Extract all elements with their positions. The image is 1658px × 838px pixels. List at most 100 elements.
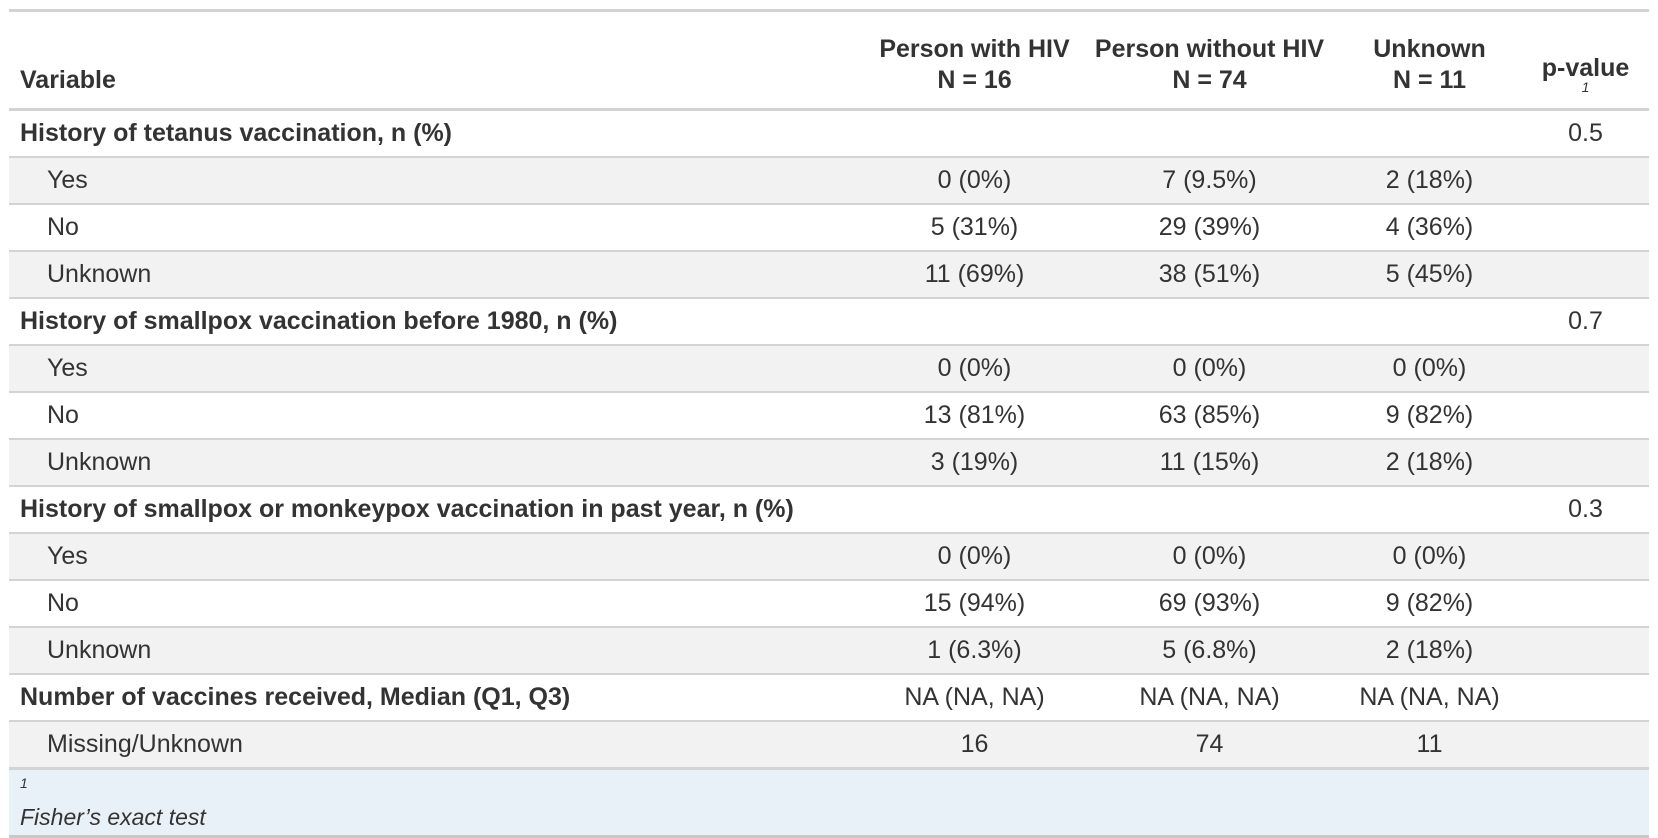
table-row: Yes 0 (0%) 0 (0%) 0 (0%) xyxy=(9,533,1649,581)
cell-unknown xyxy=(1337,109,1522,158)
cell-unknown: NA (NA, NA) xyxy=(1337,674,1522,722)
table-body: History of tetanus vaccination, n (%) 0.5… xyxy=(9,109,1649,770)
cell-p-value xyxy=(1522,533,1649,581)
table-row: Number of vaccines received, Median (Q1,… xyxy=(9,674,1649,722)
level-label: Unknown xyxy=(9,251,867,299)
cell-p-value xyxy=(1522,204,1649,252)
variable-label: Number of vaccines received, Median (Q1,… xyxy=(9,674,867,722)
table-row: History of tetanus vaccination, n (%) 0.5 xyxy=(9,109,1649,158)
cell-person-with-hiv xyxy=(867,109,1082,158)
cell-p-value: 0.5 xyxy=(1522,109,1649,158)
cell-person-without-hiv: 7 (9.5%) xyxy=(1082,157,1337,205)
level-label: Yes xyxy=(9,345,867,393)
cell-person-with-hiv: 13 (81%) xyxy=(867,392,1082,440)
variable-label: History of smallpox or monkeypox vaccina… xyxy=(9,486,867,534)
header-person-with-hiv: Person with HIV N = 16 xyxy=(867,9,1082,111)
cell-p-value: 0.7 xyxy=(1522,298,1649,346)
cell-unknown: 2 (18%) xyxy=(1337,439,1522,487)
cell-p-value xyxy=(1522,627,1649,675)
cell-person-without-hiv: 5 (6.8%) xyxy=(1082,627,1337,675)
table-row: History of smallpox or monkeypox vaccina… xyxy=(9,486,1649,534)
summary-table-container: Variable Person with HIV N = 16 Person w… xyxy=(9,9,1649,838)
cell-p-value xyxy=(1522,157,1649,205)
level-label: Yes xyxy=(9,157,867,205)
cell-p-value: 0.3 xyxy=(1522,486,1649,534)
cell-person-without-hiv xyxy=(1082,298,1337,346)
cell-unknown: 2 (18%) xyxy=(1337,627,1522,675)
cell-person-with-hiv: 0 (0%) xyxy=(867,345,1082,393)
table-row: Yes 0 (0%) 0 (0%) 0 (0%) xyxy=(9,345,1649,393)
cell-unknown: 0 (0%) xyxy=(1337,345,1522,393)
header-p-value-footnote-mark: 1 xyxy=(1581,79,1590,95)
footnote-text: Fisher’s exact test xyxy=(20,804,206,830)
header-variable: Variable xyxy=(9,9,867,111)
header-unknown-n: N = 11 xyxy=(1393,66,1466,94)
cell-person-with-hiv: 0 (0%) xyxy=(867,533,1082,581)
header-person-without-hiv: Person without HIV N = 74 xyxy=(1082,9,1337,111)
cell-unknown xyxy=(1337,486,1522,534)
table-row: History of smallpox vaccination before 1… xyxy=(9,298,1649,346)
cell-person-with-hiv: 0 (0%) xyxy=(867,157,1082,205)
cell-person-without-hiv: 69 (93%) xyxy=(1082,580,1337,628)
level-label: No xyxy=(9,580,867,628)
table-row: No 5 (31%) 29 (39%) 4 (36%) xyxy=(9,204,1649,252)
cell-person-without-hiv: 38 (51%) xyxy=(1082,251,1337,299)
cell-person-without-hiv xyxy=(1082,109,1337,158)
cell-person-without-hiv: 11 (15%) xyxy=(1082,439,1337,487)
cell-person-without-hiv: 0 (0%) xyxy=(1082,345,1337,393)
cell-unknown: 11 xyxy=(1337,721,1522,770)
cell-person-with-hiv: 1 (6.3%) xyxy=(867,627,1082,675)
cell-person-with-hiv xyxy=(867,486,1082,534)
cell-person-with-hiv: 5 (31%) xyxy=(867,204,1082,252)
cell-person-without-hiv: NA (NA, NA) xyxy=(1082,674,1337,722)
footnote-mark: 1 xyxy=(20,775,28,791)
table-row: No 15 (94%) 69 (93%) 9 (82%) xyxy=(9,580,1649,628)
header-person-with-hiv-label: Person with HIV xyxy=(879,35,1070,63)
cell-p-value xyxy=(1522,580,1649,628)
table-row: Unknown 11 (69%) 38 (51%) 5 (45%) xyxy=(9,251,1649,299)
header-person-without-hiv-n: N = 74 xyxy=(1172,66,1247,94)
cell-person-without-hiv: 74 xyxy=(1082,721,1337,770)
cell-unknown: 0 (0%) xyxy=(1337,533,1522,581)
cell-person-with-hiv: 3 (19%) xyxy=(867,439,1082,487)
cell-p-value xyxy=(1522,439,1649,487)
variable-label: History of tetanus vaccination, n (%) xyxy=(9,109,867,158)
cell-person-without-hiv: 29 (39%) xyxy=(1082,204,1337,252)
cell-unknown: 9 (82%) xyxy=(1337,580,1522,628)
level-label: No xyxy=(9,204,867,252)
header-person-without-hiv-label: Person without HIV xyxy=(1094,35,1325,63)
level-label: Unknown xyxy=(9,439,867,487)
cell-unknown: 5 (45%) xyxy=(1337,251,1522,299)
cell-unknown: 2 (18%) xyxy=(1337,157,1522,205)
variable-label: History of smallpox vaccination before 1… xyxy=(9,298,867,346)
header-p-value-label: p-value xyxy=(1541,54,1630,82)
cell-unknown xyxy=(1337,298,1522,346)
cell-p-value xyxy=(1522,345,1649,393)
cell-person-without-hiv xyxy=(1082,486,1337,534)
cell-person-with-hiv xyxy=(867,298,1082,346)
header-row: Variable Person with HIV N = 16 Person w… xyxy=(9,9,1649,111)
cell-unknown: 4 (36%) xyxy=(1337,204,1522,252)
cell-p-value xyxy=(1522,674,1649,722)
header-unknown-label: Unknown xyxy=(1373,35,1486,63)
cell-p-value xyxy=(1522,392,1649,440)
header-person-with-hiv-n: N = 16 xyxy=(937,66,1012,94)
header-p-value: p-value 1 xyxy=(1522,9,1649,111)
level-label: Yes xyxy=(9,533,867,581)
cell-person-without-hiv: 0 (0%) xyxy=(1082,533,1337,581)
table-row: Unknown 1 (6.3%) 5 (6.8%) 2 (18%) xyxy=(9,627,1649,675)
table-row: Unknown 3 (19%) 11 (15%) 2 (18%) xyxy=(9,439,1649,487)
table-row: No 13 (81%) 63 (85%) 9 (82%) xyxy=(9,392,1649,440)
cell-person-with-hiv: 15 (94%) xyxy=(867,580,1082,628)
cell-person-with-hiv: 11 (69%) xyxy=(867,251,1082,299)
table-row: Yes 0 (0%) 7 (9.5%) 2 (18%) xyxy=(9,157,1649,205)
cell-person-with-hiv: NA (NA, NA) xyxy=(867,674,1082,722)
header-unknown: Unknown N = 11 xyxy=(1337,9,1522,111)
summary-table: Variable Person with HIV N = 16 Person w… xyxy=(9,9,1649,770)
cell-p-value xyxy=(1522,721,1649,770)
level-label: Missing/Unknown xyxy=(9,721,867,770)
cell-unknown: 9 (82%) xyxy=(1337,392,1522,440)
level-label: No xyxy=(9,392,867,440)
table-row: Missing/Unknown 16 74 11 xyxy=(9,721,1649,770)
cell-person-without-hiv: 63 (85%) xyxy=(1082,392,1337,440)
